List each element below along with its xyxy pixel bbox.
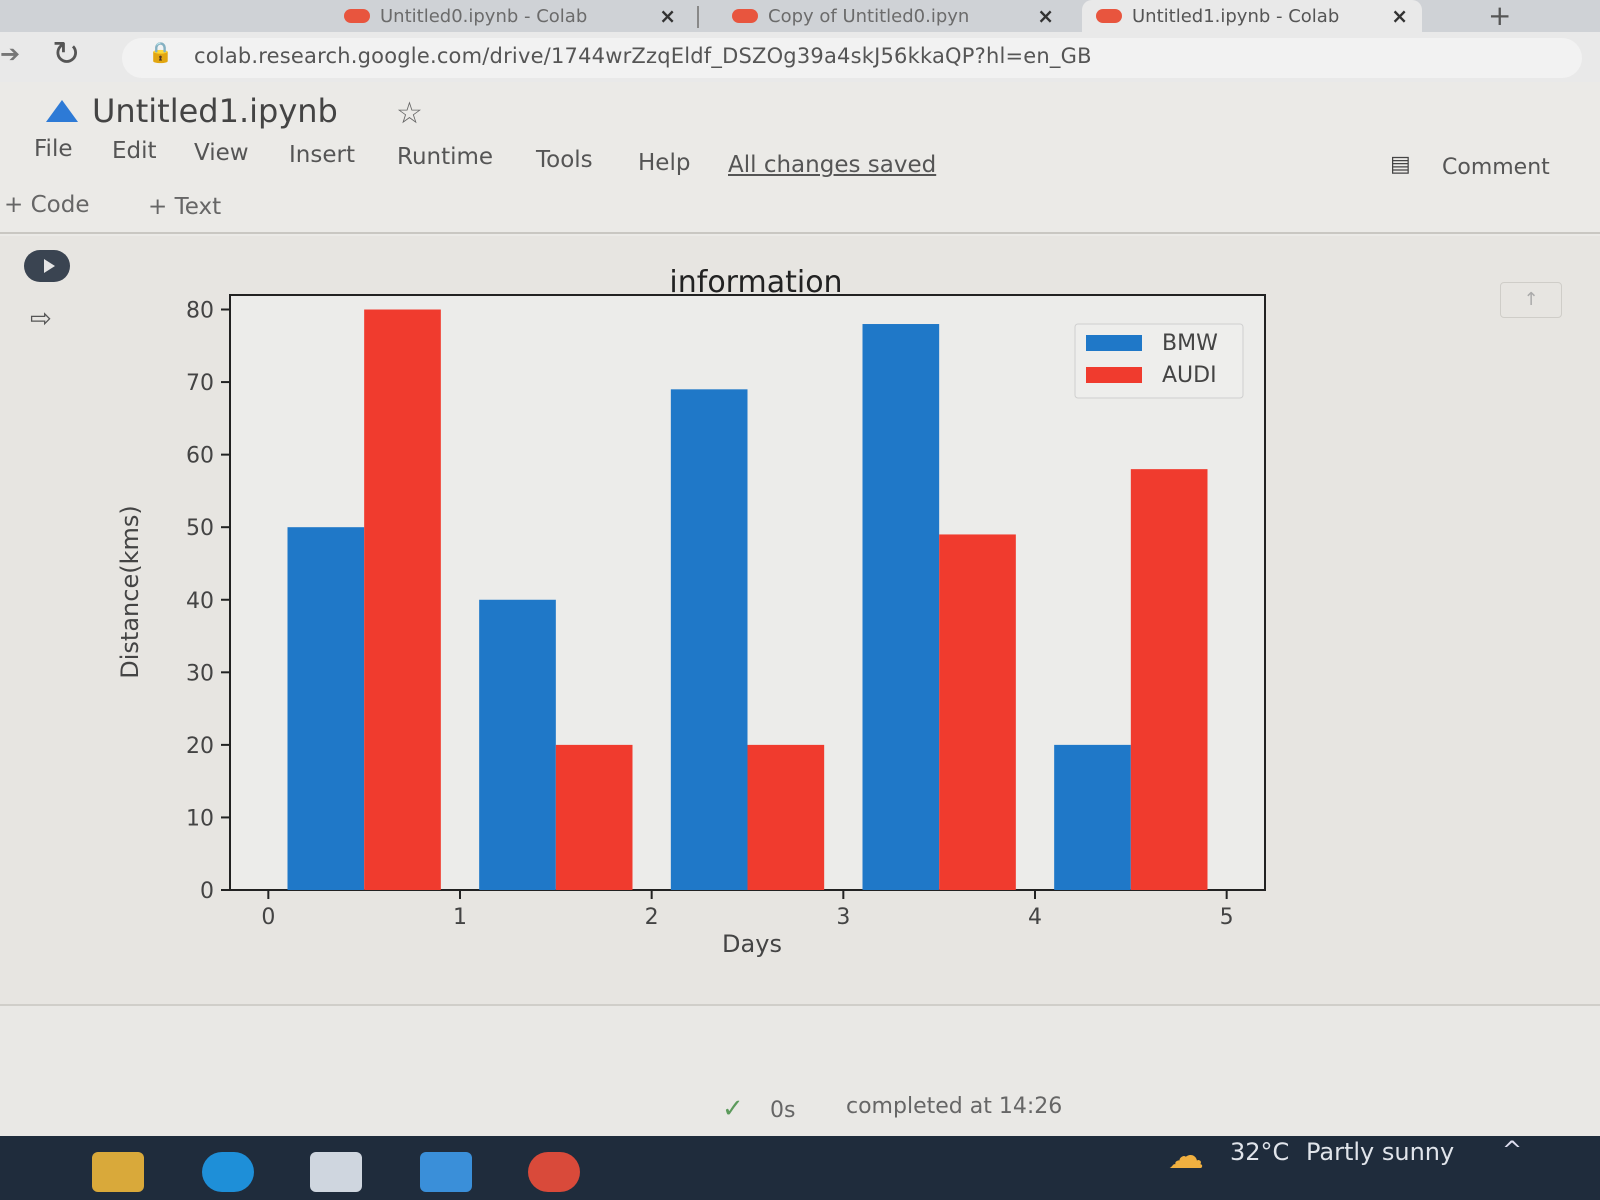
move-cell-up-icon[interactable]: ↑ [1500,282,1562,318]
x-tick-label: 2 [645,905,659,930]
check-icon: ✓ [722,1094,744,1124]
bar-audi-4 [1130,469,1208,890]
play-icon [43,259,55,273]
file-explorer-icon[interactable] [92,1152,144,1192]
bar-bmw-2 [670,389,748,890]
weather-description[interactable]: Partly sunny [1306,1138,1455,1166]
tab-label: Untitled1.ipynb - Colab [1132,5,1340,27]
comment-icon[interactable]: ▤ [1390,152,1411,177]
close-icon[interactable]: × [1391,4,1408,28]
bar-audi-3 [939,534,1016,890]
save-status-link[interactable]: All changes saved [728,152,937,178]
legend-label-audi: AUDI [1162,363,1217,388]
y-tick-label: 0 [200,879,214,904]
legend-label-bmw: BMW [1162,331,1218,356]
edge-icon[interactable] [202,1152,254,1192]
legend-swatch-audi [1086,367,1142,383]
bar-group [287,309,1208,890]
omnibox[interactable] [122,38,1582,78]
store-icon[interactable] [310,1152,362,1192]
chrome-icon[interactable] [528,1152,580,1192]
y-axis-label: Distance(kms) [116,505,144,678]
completed-status: completed at 14:26 [846,1094,1063,1119]
tab-untitled0[interactable]: Untitled0.ipynb - Colab × [330,0,690,32]
star-icon[interactable]: ☆ [396,96,423,131]
bar-bmw-1 [479,599,556,890]
tab-copy-of-untitled0[interactable]: Copy of Untitled0.ipyn × [718,0,1068,32]
divider [0,1004,1600,1006]
drive-icon[interactable] [46,100,78,122]
new-tab-button[interactable]: + [1488,0,1512,32]
chart-title: information [669,265,842,300]
x-tick-label: 1 [453,905,467,930]
close-icon[interactable]: × [1037,4,1054,28]
notebook-title[interactable]: Untitled1.ipynb [92,92,338,130]
bar-audi-2 [747,744,825,890]
execution-time: 0s [770,1098,796,1123]
weather-temperature[interactable]: 32°C [1230,1138,1290,1166]
tab-untitled1[interactable]: Untitled1.ipynb - Colab × [1082,0,1422,32]
y-tick-label: 80 [186,299,214,324]
legend: BMW AUDI [1074,323,1244,399]
y-tick-label: 10 [186,806,214,831]
x-tick-label: 3 [836,905,850,930]
bar-bmw-4 [1054,744,1131,890]
comment-button[interactable]: Comment [1442,155,1550,180]
menu-file[interactable]: File [34,136,73,162]
bar-audi-0 [364,309,441,890]
status-bar [0,1006,1600,1136]
menu-edit[interactable]: Edit [112,138,157,164]
y-tick-label: 30 [186,661,214,686]
taskbar [0,1136,1600,1200]
x-tick-label: 4 [1028,905,1042,930]
bar-chart: 0 10 20 30 40 50 60 70 80 0 1 2 3 4 5 information Day… [116,265,1266,958]
add-code-button[interactable]: + Code [4,192,90,218]
mail-icon[interactable] [420,1152,472,1192]
x-axis: 0 1 2 3 4 5 [261,890,1234,930]
close-icon[interactable]: × [659,4,676,28]
tab-separator [697,6,699,28]
menu-runtime[interactable]: Runtime [397,144,494,170]
menu-view[interactable]: View [194,140,249,166]
url-text[interactable]: colab.research.google.com/drive/1744wrZz… [194,44,1092,68]
colab-icon [732,9,758,23]
tab-label: Untitled0.ipynb - Colab [380,5,588,27]
menu-help[interactable]: Help [638,150,691,176]
browser-tab-bar: Untitled0.ipynb - Colab × Copy of Untitl… [0,0,1600,32]
x-axis-label: Days [722,930,782,958]
y-axis: 0 10 20 30 40 50 60 70 80 [186,299,230,904]
colab-icon [344,9,370,23]
chevron-up-icon[interactable]: ^ [1502,1136,1523,1164]
forward-icon[interactable]: ➔ [0,40,21,68]
lock-icon[interactable]: 🔒 [148,40,173,64]
x-tick-label: 5 [1220,905,1234,930]
legend-swatch-bmw [1086,335,1142,351]
colab-icon [1096,9,1122,23]
output-icon[interactable]: ⇨ [30,304,52,334]
run-cell-button[interactable] [24,250,70,282]
bar-bmw-3 [862,324,940,890]
reload-icon[interactable]: ↻ [52,34,81,74]
add-text-button[interactable]: + Text [148,194,222,220]
bar-audi-1 [555,744,633,890]
menu-tools[interactable]: Tools [536,147,593,173]
weather-icon[interactable]: ☁ [1168,1136,1204,1177]
tab-label: Copy of Untitled0.ipyn [768,5,970,27]
bar-bmw-0 [287,527,365,890]
menu-insert[interactable]: Insert [289,142,355,168]
y-tick-label: 60 [186,444,214,469]
colab-header [0,82,1600,240]
x-tick-label: 0 [261,905,275,930]
y-tick-label: 50 [186,516,214,541]
y-tick-label: 20 [186,734,214,759]
y-tick-label: 40 [186,589,214,614]
y-tick-label: 70 [186,371,214,396]
divider [0,232,1600,234]
